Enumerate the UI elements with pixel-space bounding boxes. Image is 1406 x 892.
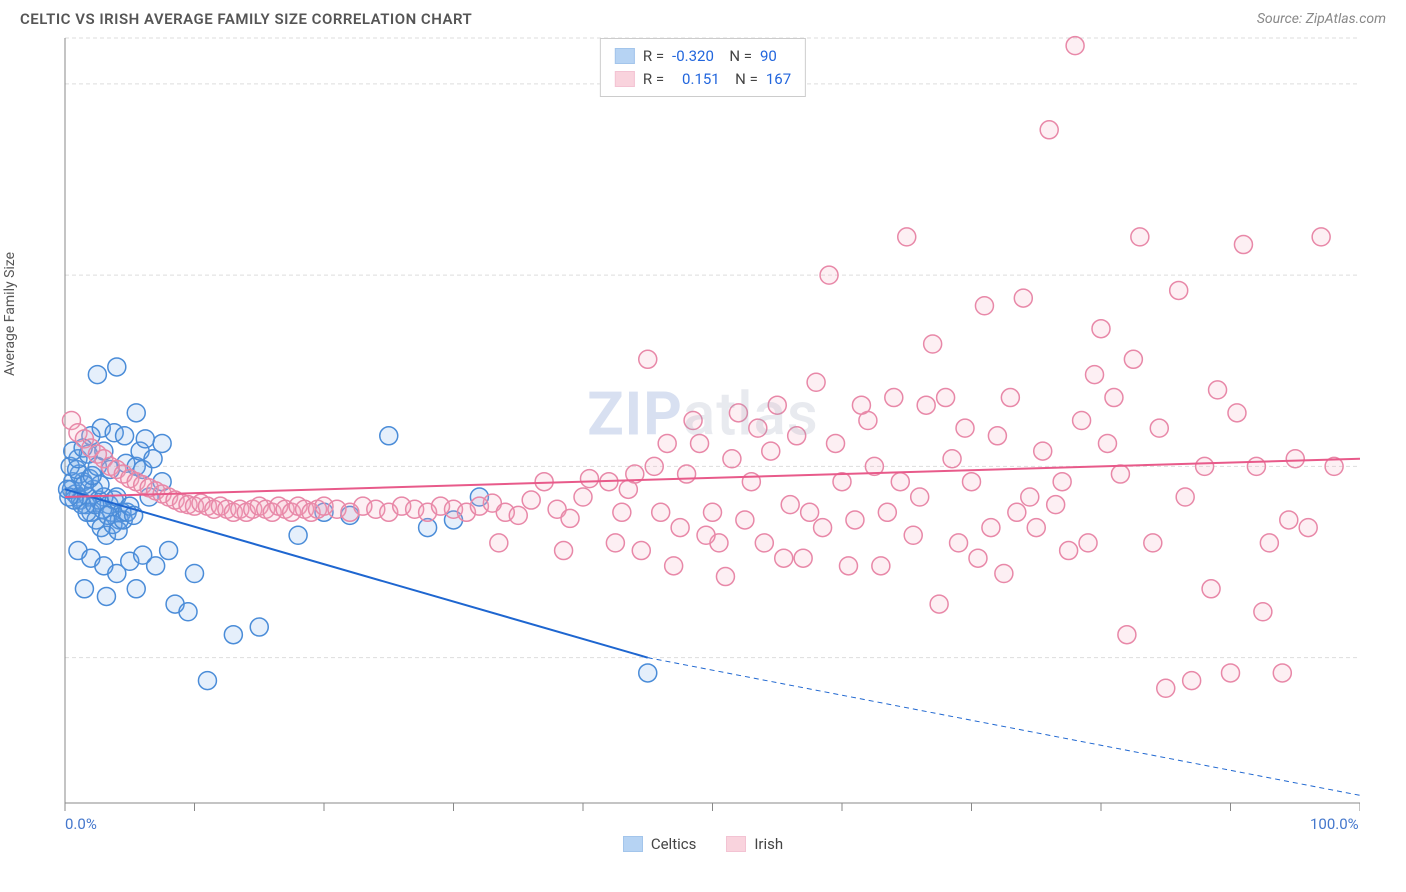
legend-item-irish: Irish (726, 835, 783, 853)
chart-title: CELTIC VS IRISH AVERAGE FAMILY SIZE CORR… (20, 10, 472, 28)
legend-swatch-celtics (615, 48, 635, 64)
series-legend: Celtics Irish (0, 835, 1406, 853)
legend-swatch-icon (726, 836, 746, 852)
correlation-legend: R = -0.320 N = 90 R = 0.151 N = 167 (600, 38, 806, 97)
scatter-plot: 2.253.504.756.00 (20, 33, 1360, 823)
chart-container: Average Family Size 2.253.504.756.00 ZIP… (20, 33, 1386, 827)
legend-row-celtics: R = -0.320 N = 90 (615, 45, 791, 68)
x-axis-min-label: 0.0% (65, 815, 97, 833)
legend-row-irish: R = 0.151 N = 167 (615, 68, 791, 91)
y-axis-label: Average Family Size (2, 252, 18, 376)
x-axis-max-label: 100.0% (1310, 815, 1359, 833)
chart-source: Source: ZipAtlas.com (1257, 11, 1386, 27)
legend-swatch-icon (623, 836, 643, 852)
legend-item-celtics: Celtics (623, 835, 697, 853)
legend-swatch-irish (615, 71, 635, 87)
